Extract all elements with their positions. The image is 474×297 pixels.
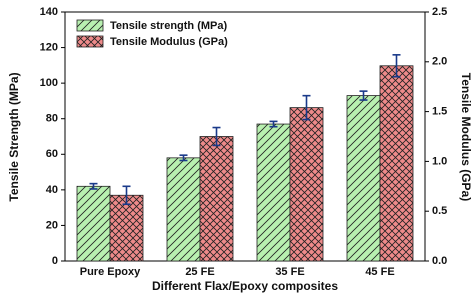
y-tick-label: 120 [40,41,58,53]
error-bar [179,154,188,162]
y2-axis-label: Tensile Modulus (GPa) [459,73,473,201]
error-bar [302,94,311,121]
error-bar [212,126,221,147]
y-tick-label: 80 [46,113,58,125]
y-tick-label: 40 [46,184,58,196]
y2-tick-label: 0.0 [432,255,447,267]
error-bar [269,120,278,128]
legend-swatch [76,19,104,32]
bar [379,65,414,262]
error-bar [392,54,401,78]
y2-tick-label: 2.5 [432,6,447,18]
x-axis-label: Different Flax/Epoxy composites [152,279,338,293]
bar [76,185,111,262]
y-axis-label: Tensile Strength (MPa) [7,72,21,201]
bar [199,136,234,262]
y2-tick-label: 1.5 [432,106,447,118]
plot-frame [64,11,426,262]
x-tick-label: Pure Epoxy [80,266,141,278]
y-tick-label: 0 [52,255,58,267]
y2-tick-label: 1.0 [432,155,447,167]
legend-label: Tensile strength (MPa) [110,20,227,32]
error-bar [89,182,98,190]
error-bar [359,90,368,101]
bar [166,157,201,262]
bar [109,194,144,262]
x-tick-label: 35 FE [275,266,304,278]
y2-tick-label: 2.0 [432,56,447,68]
legend-label: Tensile Modulus (GPa) [110,36,228,48]
y-tick-label: 100 [40,77,58,89]
y2-tick-label: 0.5 [432,205,447,217]
error-bar [122,185,131,206]
bar [256,123,291,262]
x-tick-label: 25 FE [185,266,214,278]
y-tick-label: 20 [46,219,58,231]
bar [289,107,324,262]
x-tick-label: 45 FE [365,266,394,278]
y-tick-label: 140 [40,6,58,18]
y-tick-label: 60 [46,148,58,160]
legend-swatch [76,35,104,48]
bar [346,95,381,262]
